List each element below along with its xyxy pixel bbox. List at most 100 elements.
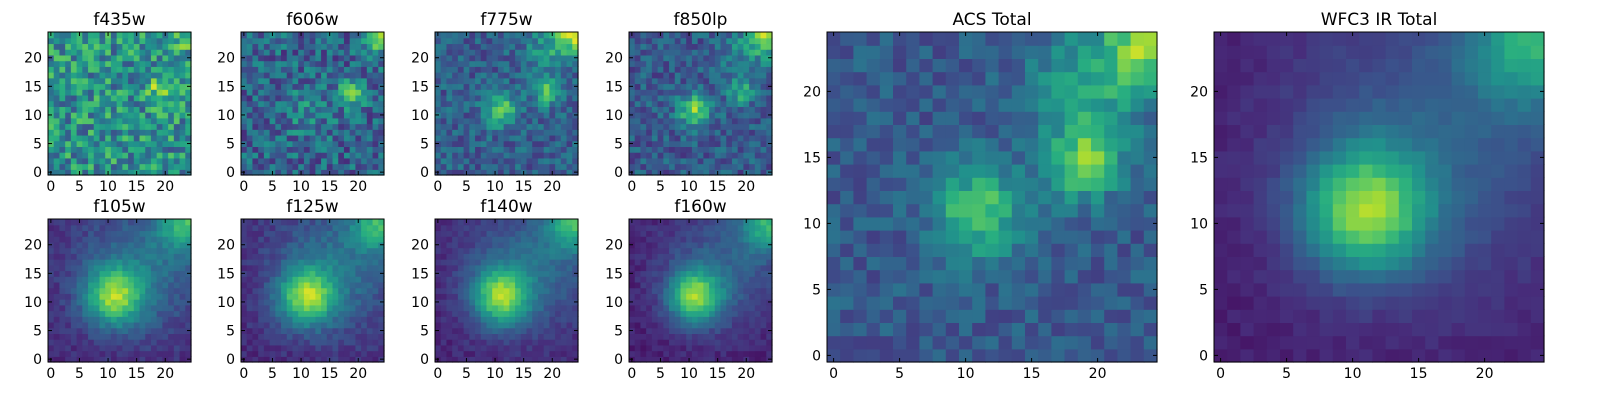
heatmap-cell	[156, 60, 163, 67]
heatmap-cell	[128, 72, 135, 79]
heatmap-cell	[82, 321, 89, 329]
heatmap-cell	[286, 230, 294, 237]
y-tick-label: 20	[24, 238, 42, 254]
heatmap-cell	[543, 66, 550, 73]
heatmap-cell	[53, 43, 61, 50]
heatmap-cell	[343, 339, 351, 346]
heatmap-cell	[731, 350, 739, 357]
heatmap-cell	[93, 72, 101, 79]
heatmap-cell	[269, 100, 276, 107]
heatmap-cell	[309, 339, 316, 346]
heatmap-cell	[298, 241, 305, 249]
heatmap-cell	[355, 259, 362, 266]
heatmap-cell	[646, 316, 653, 323]
heatmap-cell	[349, 100, 356, 107]
heatmap-cell	[766, 333, 773, 340]
heatmap-cell	[286, 241, 294, 249]
heatmap-cell	[572, 72, 579, 79]
heatmap-cell	[475, 32, 482, 39]
heatmap-cell	[315, 253, 322, 260]
heatmap-cell	[634, 169, 642, 176]
heatmap-cell	[509, 287, 516, 294]
heatmap-cell	[469, 163, 476, 170]
heatmap-cell	[560, 327, 568, 334]
heatmap-cell	[116, 247, 123, 254]
heatmap-cell	[269, 224, 276, 232]
heatmap-cell	[145, 77, 152, 85]
heatmap-cell	[469, 43, 476, 50]
heatmap-cell	[452, 140, 459, 147]
heatmap-cell	[48, 224, 55, 232]
heatmap-cell	[515, 236, 522, 243]
heatmap-cell	[298, 83, 305, 90]
heatmap-cell	[754, 49, 762, 56]
heatmap-cell	[258, 60, 265, 67]
heatmap-cell	[110, 299, 118, 306]
heatmap-cell	[646, 77, 653, 85]
heatmap-cell	[686, 316, 693, 323]
heatmap-cell	[703, 287, 710, 294]
heatmap-cell	[366, 327, 374, 334]
heatmap-cell	[646, 32, 653, 39]
heatmap-cell	[303, 264, 311, 272]
heatmap-cell	[281, 129, 288, 136]
heatmap-cell	[492, 253, 499, 260]
heatmap-cell	[59, 270, 66, 277]
heatmap-cell	[560, 344, 568, 352]
heatmap-cell	[469, 321, 476, 329]
heatmap-cell	[480, 287, 488, 294]
heatmap-cell	[59, 60, 66, 67]
heatmap-cell	[309, 134, 316, 142]
heatmap-cell	[65, 304, 72, 312]
heatmap-cell	[566, 281, 573, 289]
heatmap-cell	[452, 219, 459, 226]
heatmap-cell	[70, 129, 78, 136]
heatmap-cell	[156, 140, 163, 147]
heatmap-cell	[440, 66, 448, 73]
heatmap-cell	[463, 89, 470, 96]
heatmap-cell	[572, 350, 579, 357]
heatmap-cell	[150, 253, 158, 260]
heatmap-cell	[686, 270, 693, 277]
heatmap-cell	[657, 37, 664, 45]
heatmap-cell	[65, 350, 72, 357]
heatmap-cell	[452, 310, 459, 317]
heatmap-cell	[709, 356, 716, 363]
heatmap-cell	[674, 43, 682, 50]
heatmap-cell	[686, 112, 693, 119]
heatmap-cell	[303, 169, 311, 176]
heatmap-cell	[326, 146, 334, 153]
heatmap-cell	[634, 339, 642, 346]
heatmap-cell	[543, 259, 550, 266]
y-tick-label: 10	[411, 108, 429, 124]
heatmap-cell	[355, 43, 362, 50]
heatmap-cell	[640, 129, 647, 136]
heatmap-cell	[53, 259, 61, 266]
heatmap-cell	[520, 157, 528, 165]
heatmap-cell	[88, 321, 95, 329]
heatmap-cell	[133, 299, 141, 306]
heatmap-cell	[560, 310, 568, 317]
heatmap-cell	[737, 163, 744, 170]
heatmap-cell	[555, 333, 562, 340]
heatmap-cell	[258, 37, 265, 45]
heatmap-cell	[743, 72, 750, 79]
heatmap-cell	[743, 287, 750, 294]
heatmap-cell	[686, 281, 693, 289]
heatmap-cell	[549, 117, 556, 125]
heatmap-cell	[122, 169, 129, 176]
y-tick-label: 20	[24, 51, 42, 67]
heatmap-cell	[749, 327, 756, 334]
heatmap-cell	[731, 43, 739, 50]
heatmap-cell	[93, 94, 101, 102]
heatmap-cell	[492, 339, 499, 346]
heatmap-cell	[246, 316, 254, 323]
heatmap-cell	[321, 224, 328, 232]
heatmap-cell	[173, 43, 181, 50]
heatmap-cell	[326, 152, 334, 159]
heatmap-cell	[520, 83, 528, 90]
heatmap-cell	[731, 123, 739, 130]
heatmap-cell	[680, 339, 687, 346]
heatmap-cell	[452, 77, 459, 85]
heatmap-cell	[321, 43, 328, 50]
